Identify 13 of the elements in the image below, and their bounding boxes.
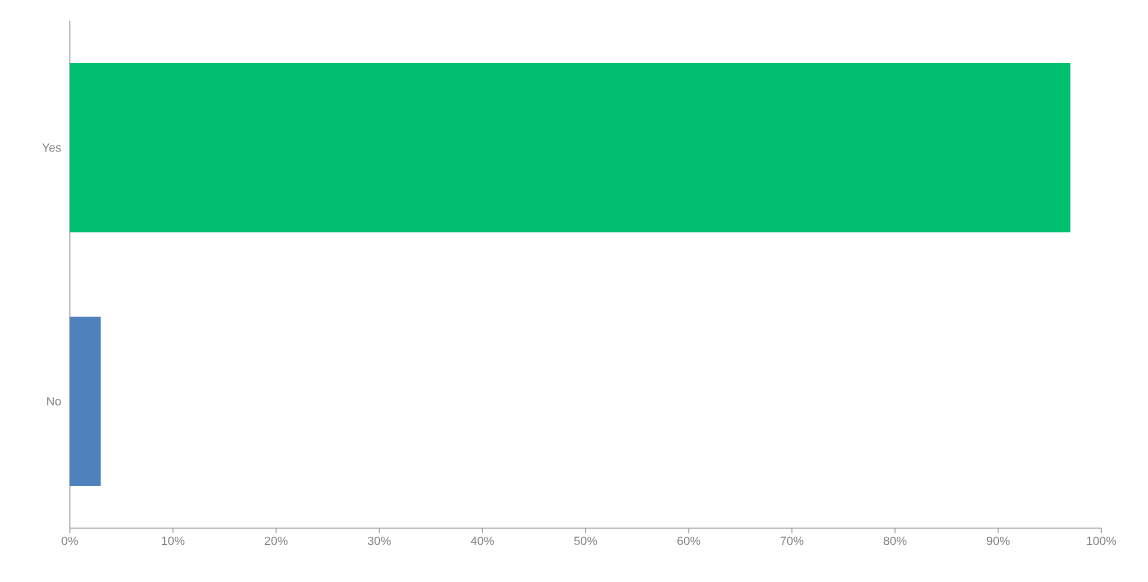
x-tick-label: 90% bbox=[986, 536, 1010, 546]
x-tick-label: 20% bbox=[264, 536, 288, 546]
x-tick-label: 80% bbox=[883, 536, 907, 546]
x-tick-label: 70% bbox=[780, 536, 804, 546]
x-tick-label: 30% bbox=[367, 536, 391, 546]
y-tick-label: No bbox=[47, 397, 61, 406]
x-tick-label: 10% bbox=[161, 536, 185, 546]
x-tick-label: 40% bbox=[470, 536, 494, 546]
x-tick-label: 0% bbox=[61, 536, 78, 546]
x-tick-label: 50% bbox=[574, 536, 598, 546]
x-tick-label: 60% bbox=[677, 536, 701, 546]
x-tick-label: 100% bbox=[1087, 536, 1117, 546]
y-tick-label: Yes bbox=[42, 143, 61, 152]
